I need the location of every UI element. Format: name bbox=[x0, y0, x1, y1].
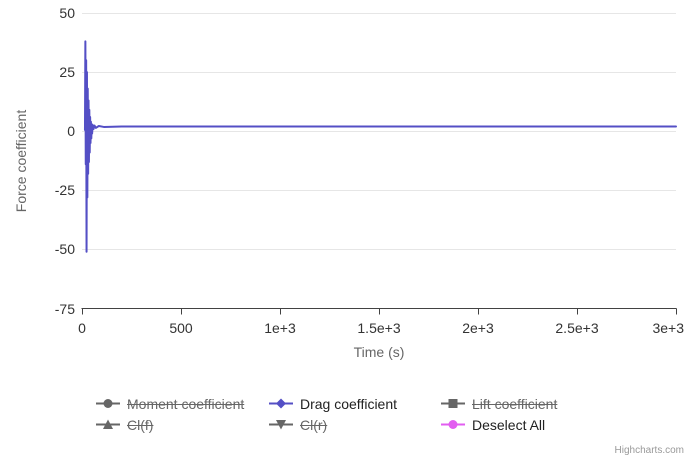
x-tick-label: 3e+3 bbox=[652, 320, 684, 336]
triangle-down-marker-icon bbox=[268, 418, 294, 431]
series-line-drag-coefficient[interactable] bbox=[83, 40, 677, 253]
legend-item-label: Deselect All bbox=[472, 416, 546, 433]
x-tick-label: 2e+3 bbox=[462, 320, 494, 336]
legend-item-label: Cl(f) bbox=[127, 416, 154, 433]
legend-item-label: Drag coefficient bbox=[300, 395, 398, 412]
legend-item-moment-coefficient[interactable]: Moment coefficient bbox=[95, 396, 268, 412]
legend: Moment coefficient Drag coefficient Lift… bbox=[95, 394, 557, 434]
diamond-marker-icon bbox=[268, 397, 294, 410]
legend-item-drag-coefficient[interactable]: Drag coefficient bbox=[268, 396, 440, 412]
legend-item-label: Cl(r) bbox=[300, 416, 328, 433]
x-tick-label: 0 bbox=[78, 320, 86, 336]
circle-marker-icon bbox=[95, 397, 121, 410]
x-axis-title: Time (s) bbox=[353, 344, 405, 360]
highcharts-credit[interactable]: Highcharts.com bbox=[614, 445, 684, 456]
legend-item-label: Lift coefficient bbox=[472, 395, 558, 412]
x-tick-label: 1.5e+3 bbox=[357, 320, 401, 336]
x-tick-label: 2.5e+3 bbox=[555, 320, 599, 336]
circle-marker-icon bbox=[440, 418, 466, 431]
legend-item-deselect-all[interactable]: Deselect All bbox=[440, 417, 557, 433]
legend-item-lift-coefficient[interactable]: Lift coefficient bbox=[440, 396, 557, 412]
x-tick-label: 1e+3 bbox=[264, 320, 296, 336]
y-tick-label: -25 bbox=[54, 182, 75, 199]
y-tick-label: 0 bbox=[67, 123, 75, 140]
legend-item-clf[interactable]: Cl(f) bbox=[95, 417, 268, 433]
y-tick-label: 50 bbox=[59, 5, 75, 21]
square-marker-icon bbox=[440, 397, 466, 410]
legend-item-label: Moment coefficient bbox=[127, 395, 245, 412]
y-tick-label: 25 bbox=[59, 64, 75, 81]
y-tick-label: -50 bbox=[54, 241, 75, 258]
legend-item-clr[interactable]: Cl(r) bbox=[268, 417, 440, 433]
y-tick-label: -75 bbox=[54, 300, 75, 317]
y-axis-title: Force coefficient bbox=[13, 109, 29, 213]
plot-area bbox=[81, 13, 677, 315]
x-tick-label: 500 bbox=[169, 320, 193, 336]
triangle-up-marker-icon bbox=[95, 418, 121, 431]
